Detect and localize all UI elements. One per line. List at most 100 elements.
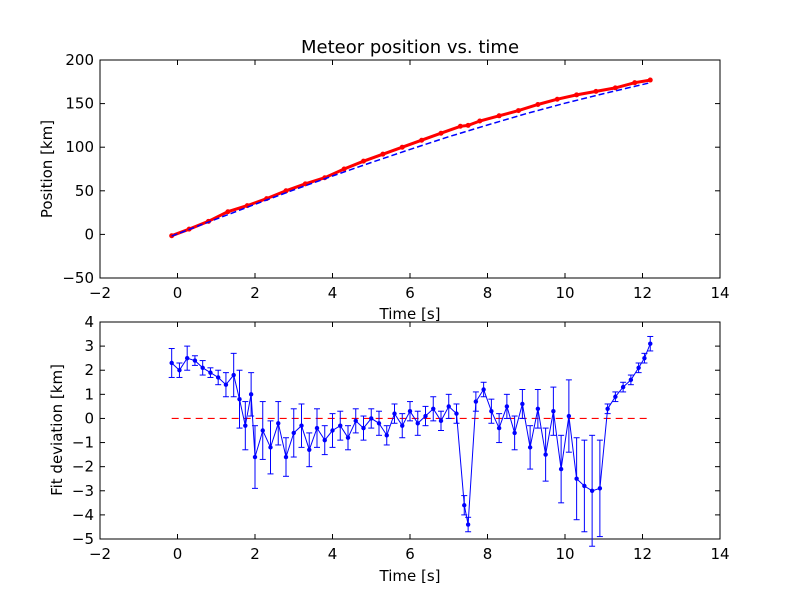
residual-point: [527, 445, 533, 450]
residual-point: [248, 392, 254, 397]
residual-point: [252, 454, 258, 460]
position-y-tick-label: 0: [84, 225, 94, 243]
observed-position-point: [574, 92, 580, 98]
observed-position-point: [438, 130, 444, 136]
residual-point: [558, 466, 564, 472]
position-y-tick-label: 150: [65, 95, 94, 113]
residual-point: [268, 445, 273, 450]
deviation-y-tick-label: 1: [84, 385, 94, 403]
residual-point: [438, 418, 444, 424]
observed-position-point: [399, 144, 405, 150]
residual-point: [473, 399, 479, 404]
position-x-tick-label: 0: [173, 284, 183, 302]
residual-point: [192, 358, 198, 363]
residual-point: [276, 421, 281, 426]
residual-point: [392, 411, 397, 416]
position-y-tick-label: 50: [75, 182, 94, 200]
residual-point: [648, 341, 653, 346]
deviation-y-tick-label: −5: [72, 530, 94, 548]
residual-point: [208, 370, 213, 375]
deviation-x-tick-label: 2: [250, 545, 260, 563]
residual-point: [215, 375, 221, 380]
position-x-tick-label: 12: [633, 284, 652, 302]
deviation-y-tick-label: −1: [72, 434, 94, 452]
position-x-axis-label: Time [s]: [379, 305, 441, 323]
deviation-x-tick-label: 14: [710, 545, 729, 563]
residual-point: [642, 355, 647, 361]
observed-position-point: [465, 122, 471, 128]
residual-point: [338, 423, 343, 428]
position-x-tick-label: 10: [555, 284, 574, 302]
residual-point: [369, 416, 374, 421]
residual-point: [582, 483, 587, 489]
observed-position-point: [535, 101, 541, 107]
observed-position-point: [380, 151, 386, 157]
residual-point: [628, 377, 634, 383]
residual-point: [636, 365, 641, 371]
residual-point: [353, 418, 358, 424]
deviation-x-axis-label: Time [s]: [379, 567, 441, 585]
residual-point: [496, 425, 502, 431]
residual-point: [481, 387, 486, 392]
residual-point: [589, 488, 595, 493]
residual-point: [314, 425, 320, 431]
deviation-y-axis-label: Fit deviation [km]: [48, 364, 66, 496]
residual-point: [243, 423, 248, 428]
deviation-y-tick-label: −2: [72, 458, 94, 476]
fit-deviation-chart: Time [s] Fit deviation [km] −2 0 2 4 6 8 10 12 1…: [48, 313, 730, 585]
deviation-x-tick-label: 6: [405, 545, 415, 563]
residual-point: [504, 404, 510, 409]
position-y-axis-label: Position [km]: [38, 120, 56, 218]
deviation-y-tick-label: −3: [72, 482, 94, 500]
observed-position-point: [477, 118, 483, 124]
residual-point: [489, 409, 494, 414]
position-x-tick-label: 4: [328, 284, 338, 302]
residual-point: [231, 372, 236, 378]
residual-point: [613, 394, 618, 399]
fit-position-line: [171, 81, 651, 237]
observed-position-point: [496, 113, 502, 119]
residual-point: [184, 355, 190, 361]
residual-point: [299, 423, 304, 428]
observed-position-point: [361, 158, 366, 164]
residual-point: [345, 435, 351, 440]
residual-point: [322, 437, 327, 443]
observed-position-point: [647, 77, 653, 83]
deviation-plot-frame: [99, 321, 721, 540]
deviation-x-tick-label: 8: [483, 545, 493, 563]
residual-point: [535, 406, 541, 411]
position-x-tick-label: 14: [710, 284, 729, 302]
residual-point: [330, 428, 335, 433]
residual-point: [423, 413, 428, 419]
observed-position-point: [457, 123, 463, 129]
residual-point: [291, 430, 296, 436]
residual-point: [446, 404, 451, 409]
residual-point: [260, 428, 265, 433]
residual-point: [307, 447, 312, 452]
residual-point: [223, 382, 229, 387]
residual-point: [177, 368, 182, 373]
residual-point: [169, 360, 174, 366]
observed-position-point: [593, 88, 599, 94]
observed-position-point: [283, 188, 289, 194]
residual-point: [431, 406, 436, 411]
position-y-tick-label: 200: [65, 51, 94, 69]
observed-position-point: [632, 80, 638, 86]
residual-point: [465, 522, 471, 527]
deviation-y-tick-label: −4: [72, 506, 94, 524]
residual-point: [415, 421, 420, 426]
residual-point: [384, 433, 389, 438]
observed-position-point: [341, 166, 347, 172]
position-axis-ticks: −2 0 2 4 6 8 10 12 14 −50 0 50 100 150 200: [62, 51, 729, 302]
residual-point: [574, 476, 579, 481]
position-chart: Meteor position vs. time Time [s] Positi…: [38, 37, 730, 323]
observed-position-point: [554, 96, 560, 102]
residual-point: [407, 409, 413, 414]
position-x-tick-label: −2: [89, 284, 111, 302]
position-x-tick-label: 2: [250, 284, 260, 302]
deviation-x-tick-label: −2: [89, 545, 111, 563]
deviation-x-tick-label: 0: [173, 545, 183, 563]
position-x-tick-label: 8: [483, 284, 493, 302]
